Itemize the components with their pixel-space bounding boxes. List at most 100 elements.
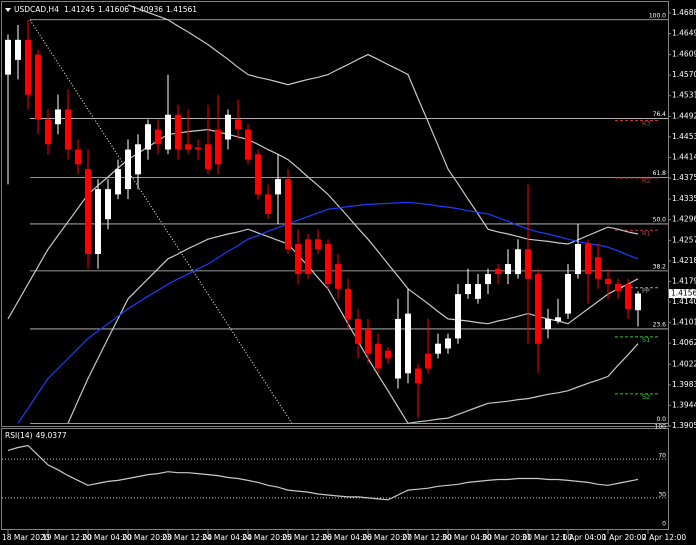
candle-body bbox=[475, 284, 481, 299]
candle-body bbox=[495, 268, 501, 275]
candle-body bbox=[285, 179, 291, 250]
menu-icon[interactable] bbox=[5, 8, 11, 12]
x-tick-label: 1 Apr 04:00 bbox=[562, 533, 606, 542]
rsi-tick-label: 100 bbox=[655, 424, 667, 431]
pivot-label: R3 bbox=[642, 120, 651, 128]
overlay-line bbox=[17, 201, 639, 424]
x-tick-label: 1 Apr 20:00 bbox=[602, 533, 646, 542]
candle-body bbox=[95, 189, 101, 255]
fib-label: 50.0 bbox=[653, 216, 667, 223]
candle-body bbox=[225, 114, 231, 140]
candle-body bbox=[45, 119, 51, 145]
pivot-label: S2 bbox=[642, 393, 650, 401]
fib-label: 76.4 bbox=[653, 111, 667, 118]
x-tick-label: 25 Mar 12:00 bbox=[282, 533, 332, 542]
candle-body bbox=[365, 328, 371, 354]
x-tick-label: 19 Mar 12:00 bbox=[42, 533, 92, 542]
y-tick-label: 1.42570 bbox=[672, 235, 696, 244]
y-tick-label: 1.39440 bbox=[672, 400, 696, 409]
candle-body bbox=[175, 114, 181, 150]
overlay-line bbox=[127, 4, 639, 245]
pivot-label: PP bbox=[642, 287, 650, 295]
rsi-tick-label: 70 bbox=[658, 453, 666, 460]
candle-body bbox=[515, 249, 521, 275]
rsi-tick-label: 0 bbox=[662, 521, 666, 528]
symbol: USDCAD,H4 bbox=[14, 5, 59, 14]
pivot-label: R1 bbox=[642, 229, 651, 237]
candle-body bbox=[345, 288, 351, 319]
candle-body bbox=[165, 114, 171, 150]
candle-body bbox=[595, 257, 601, 279]
candle-body bbox=[605, 278, 611, 285]
candle-body bbox=[265, 194, 271, 214]
candle-body bbox=[585, 243, 591, 275]
y-tick-label: 1.44530 bbox=[672, 132, 696, 141]
x-tick-label: 26 Mar 20:00 bbox=[362, 533, 412, 542]
x-tick-label: 31 Mar 12:00 bbox=[522, 533, 572, 542]
candle-body bbox=[575, 243, 581, 275]
fib-label: 61.8 bbox=[653, 170, 667, 177]
candle-body bbox=[635, 293, 641, 311]
candle-body bbox=[545, 318, 551, 329]
pivot-label: S1 bbox=[642, 336, 650, 344]
y-tick-label: 1.46880 bbox=[672, 8, 696, 17]
rsi-last: 49.0377 bbox=[36, 431, 67, 440]
overlay-line bbox=[67, 228, 639, 425]
trend-line bbox=[29, 19, 294, 426]
x-tick-label: 27 Mar 12:00 bbox=[402, 533, 452, 542]
y-tick-label: 1.39830 bbox=[672, 380, 696, 389]
y-tick-label: 1.39050 bbox=[672, 421, 696, 430]
rsi-frame bbox=[1, 428, 669, 530]
y-tick-label: 1.43350 bbox=[672, 194, 696, 203]
x-tick-label: 20 Mar 04:00 bbox=[82, 533, 132, 542]
candle-body bbox=[55, 109, 61, 125]
candle-body bbox=[555, 317, 561, 322]
x-tick-label: 24 Mar 04:00 bbox=[202, 533, 252, 542]
fib-label: 23.6 bbox=[653, 321, 667, 328]
candle-body bbox=[405, 313, 411, 374]
fib-label: 0.0 bbox=[656, 416, 666, 423]
overlay-line bbox=[7, 128, 639, 325]
y-tick-label: 1.41400 bbox=[672, 297, 696, 306]
candle-body bbox=[625, 284, 631, 309]
candle-body bbox=[195, 147, 201, 150]
candle-body bbox=[305, 239, 311, 275]
x-tick-label: 2 Apr 12:00 bbox=[642, 533, 686, 542]
x-tick-label: 26 Mar 04:00 bbox=[322, 533, 372, 542]
y-tick-label: 1.46090 bbox=[672, 50, 696, 59]
candle-body bbox=[105, 189, 111, 220]
candle-body bbox=[395, 318, 401, 379]
x-tick-label: 23 Mar 12:00 bbox=[162, 533, 212, 542]
y-tick-label: 1.42180 bbox=[672, 256, 696, 265]
candle-body bbox=[85, 169, 91, 255]
candle-body bbox=[325, 243, 331, 285]
candle-body bbox=[75, 149, 81, 165]
rsi-header: RSI(14) 49.0377 bbox=[5, 431, 67, 440]
rsi-tick-label: 30 bbox=[658, 491, 666, 498]
y-tick-label: 1.44140 bbox=[672, 152, 696, 161]
candle-body bbox=[5, 39, 11, 75]
price-marker-label: 1.41561 bbox=[671, 289, 696, 298]
candle-body bbox=[215, 129, 221, 165]
candle-body bbox=[425, 353, 431, 369]
candle-body bbox=[35, 54, 41, 120]
rsi-name: RSI(14) bbox=[5, 431, 33, 440]
candle-body bbox=[25, 39, 31, 95]
candle-body bbox=[295, 243, 301, 275]
candle-body bbox=[615, 284, 621, 291]
candle-body bbox=[445, 338, 451, 349]
candle-body bbox=[315, 239, 321, 250]
candle-body bbox=[385, 350, 391, 359]
y-tick-label: 1.41790 bbox=[672, 276, 696, 285]
candle-body bbox=[335, 264, 341, 289]
y-tick-label: 1.44920 bbox=[672, 111, 696, 120]
candle-body bbox=[485, 274, 491, 285]
x-tick-label: 20 Mar 20:00 bbox=[122, 533, 172, 542]
rsi-line bbox=[7, 444, 639, 501]
header-low: 1.40936 bbox=[132, 5, 163, 14]
candle-body bbox=[415, 368, 421, 384]
candle-body bbox=[455, 294, 461, 339]
candle-body bbox=[145, 124, 151, 150]
